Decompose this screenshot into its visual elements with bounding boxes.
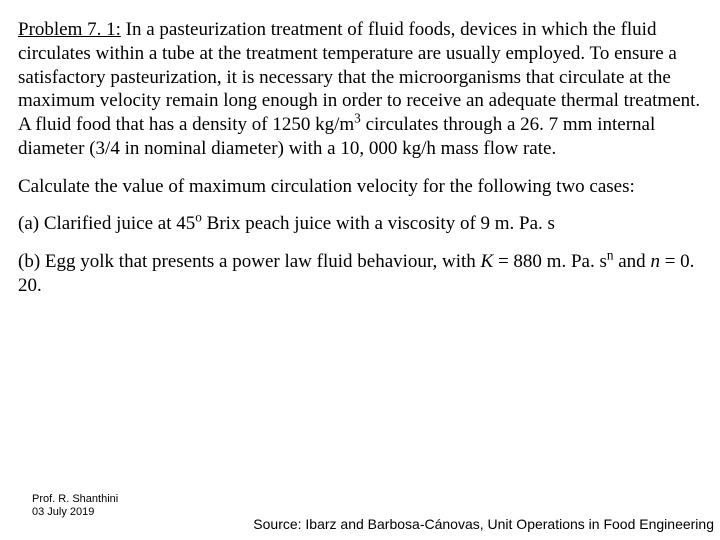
case-a-1: (a) Clarified juice at 45 <box>18 213 195 234</box>
problem-question: Calculate the value of maximum circulati… <box>18 175 702 199</box>
case-b-2: = 880 m. Pa. s <box>493 251 607 272</box>
case-a-2: Brix peach juice with a viscosity of 9 m… <box>202 213 555 234</box>
problem-sup-1: 3 <box>354 111 361 126</box>
case-b-K: K <box>481 251 494 272</box>
problem-statement: Problem 7. 1: In a pasteurization treatm… <box>18 18 702 161</box>
author-name: Prof. R. Shanthini <box>32 493 714 507</box>
footer: Prof. R. Shanthini 03 July 2019 Source: … <box>0 493 720 533</box>
case-a-sup: o <box>195 210 202 225</box>
problem-label: Problem 7. 1: <box>18 19 121 40</box>
slide-page: Problem 7. 1: In a pasteurization treatm… <box>0 0 720 540</box>
case-a: (a) Clarified juice at 45o Brix peach ju… <box>18 212 702 236</box>
case-b-sup: n <box>607 248 614 263</box>
source-citation: Source: Ibarz and Barbosa-Cánovas, Unit … <box>32 516 714 532</box>
case-b: (b) Egg yolk that presents a power law f… <box>18 250 702 298</box>
case-b-3: and <box>614 251 651 272</box>
case-b-n: n <box>650 251 660 272</box>
case-b-1: (b) Egg yolk that presents a power law f… <box>18 251 481 272</box>
